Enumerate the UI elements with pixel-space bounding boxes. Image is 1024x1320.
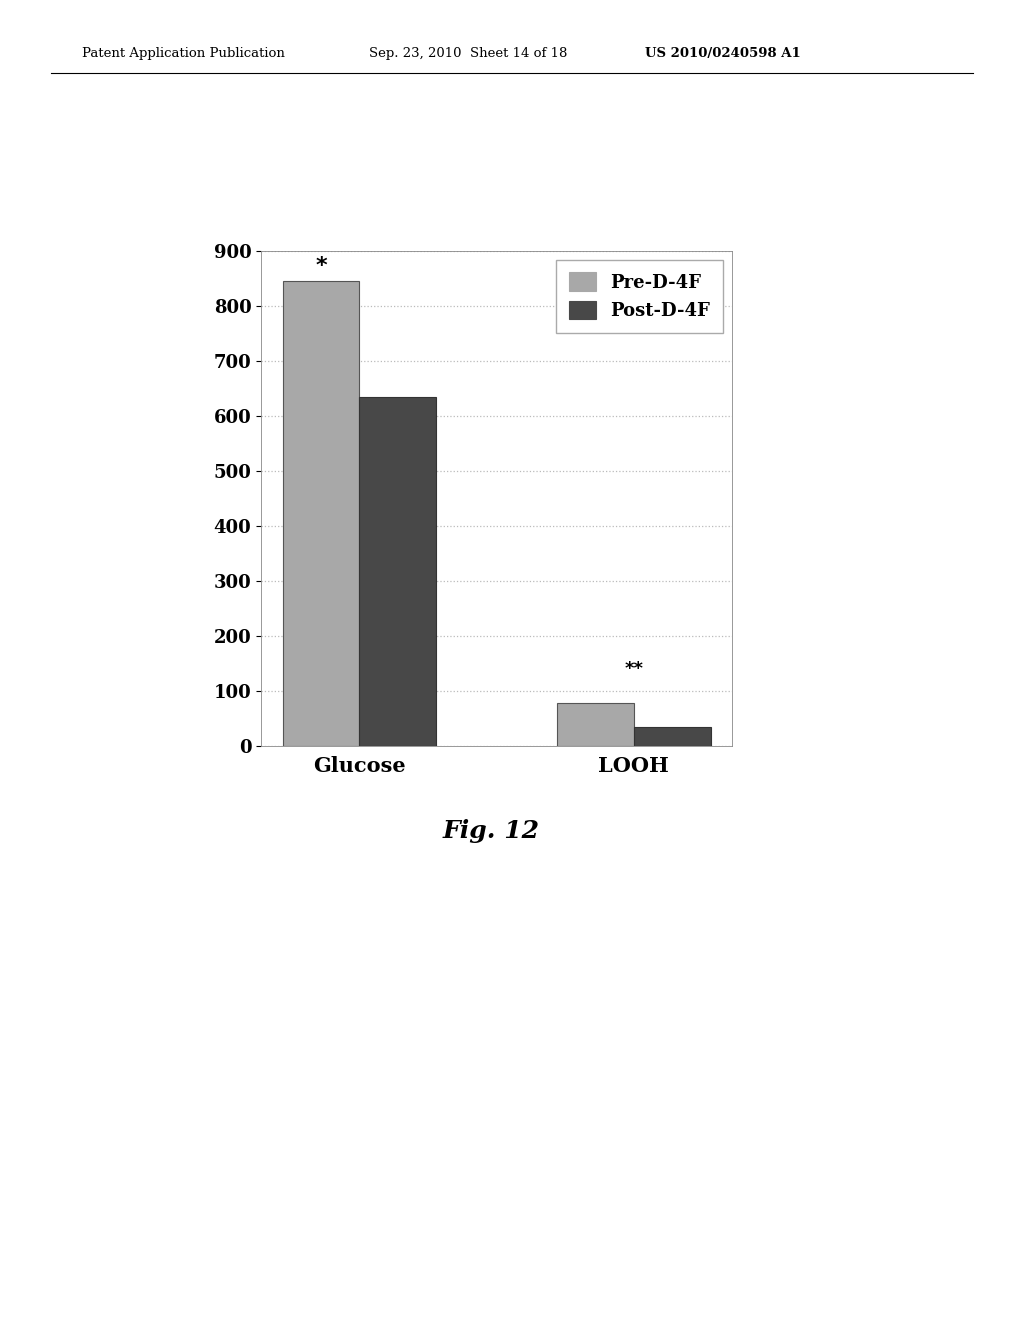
Bar [359,396,436,746]
Bar [557,702,634,746]
Text: **: ** [625,660,643,678]
Text: Sep. 23, 2010  Sheet 14 of 18: Sep. 23, 2010 Sheet 14 of 18 [369,46,567,59]
Text: Fig. 12: Fig. 12 [443,820,540,843]
Bar [634,726,711,746]
Text: US 2010/0240598 A1: US 2010/0240598 A1 [645,46,801,59]
Text: *: * [315,256,327,276]
Bar [283,281,359,746]
Text: Patent Application Publication: Patent Application Publication [82,46,285,59]
Legend: Pre-D-4F, Post-D-4F: Pre-D-4F, Post-D-4F [556,260,723,333]
